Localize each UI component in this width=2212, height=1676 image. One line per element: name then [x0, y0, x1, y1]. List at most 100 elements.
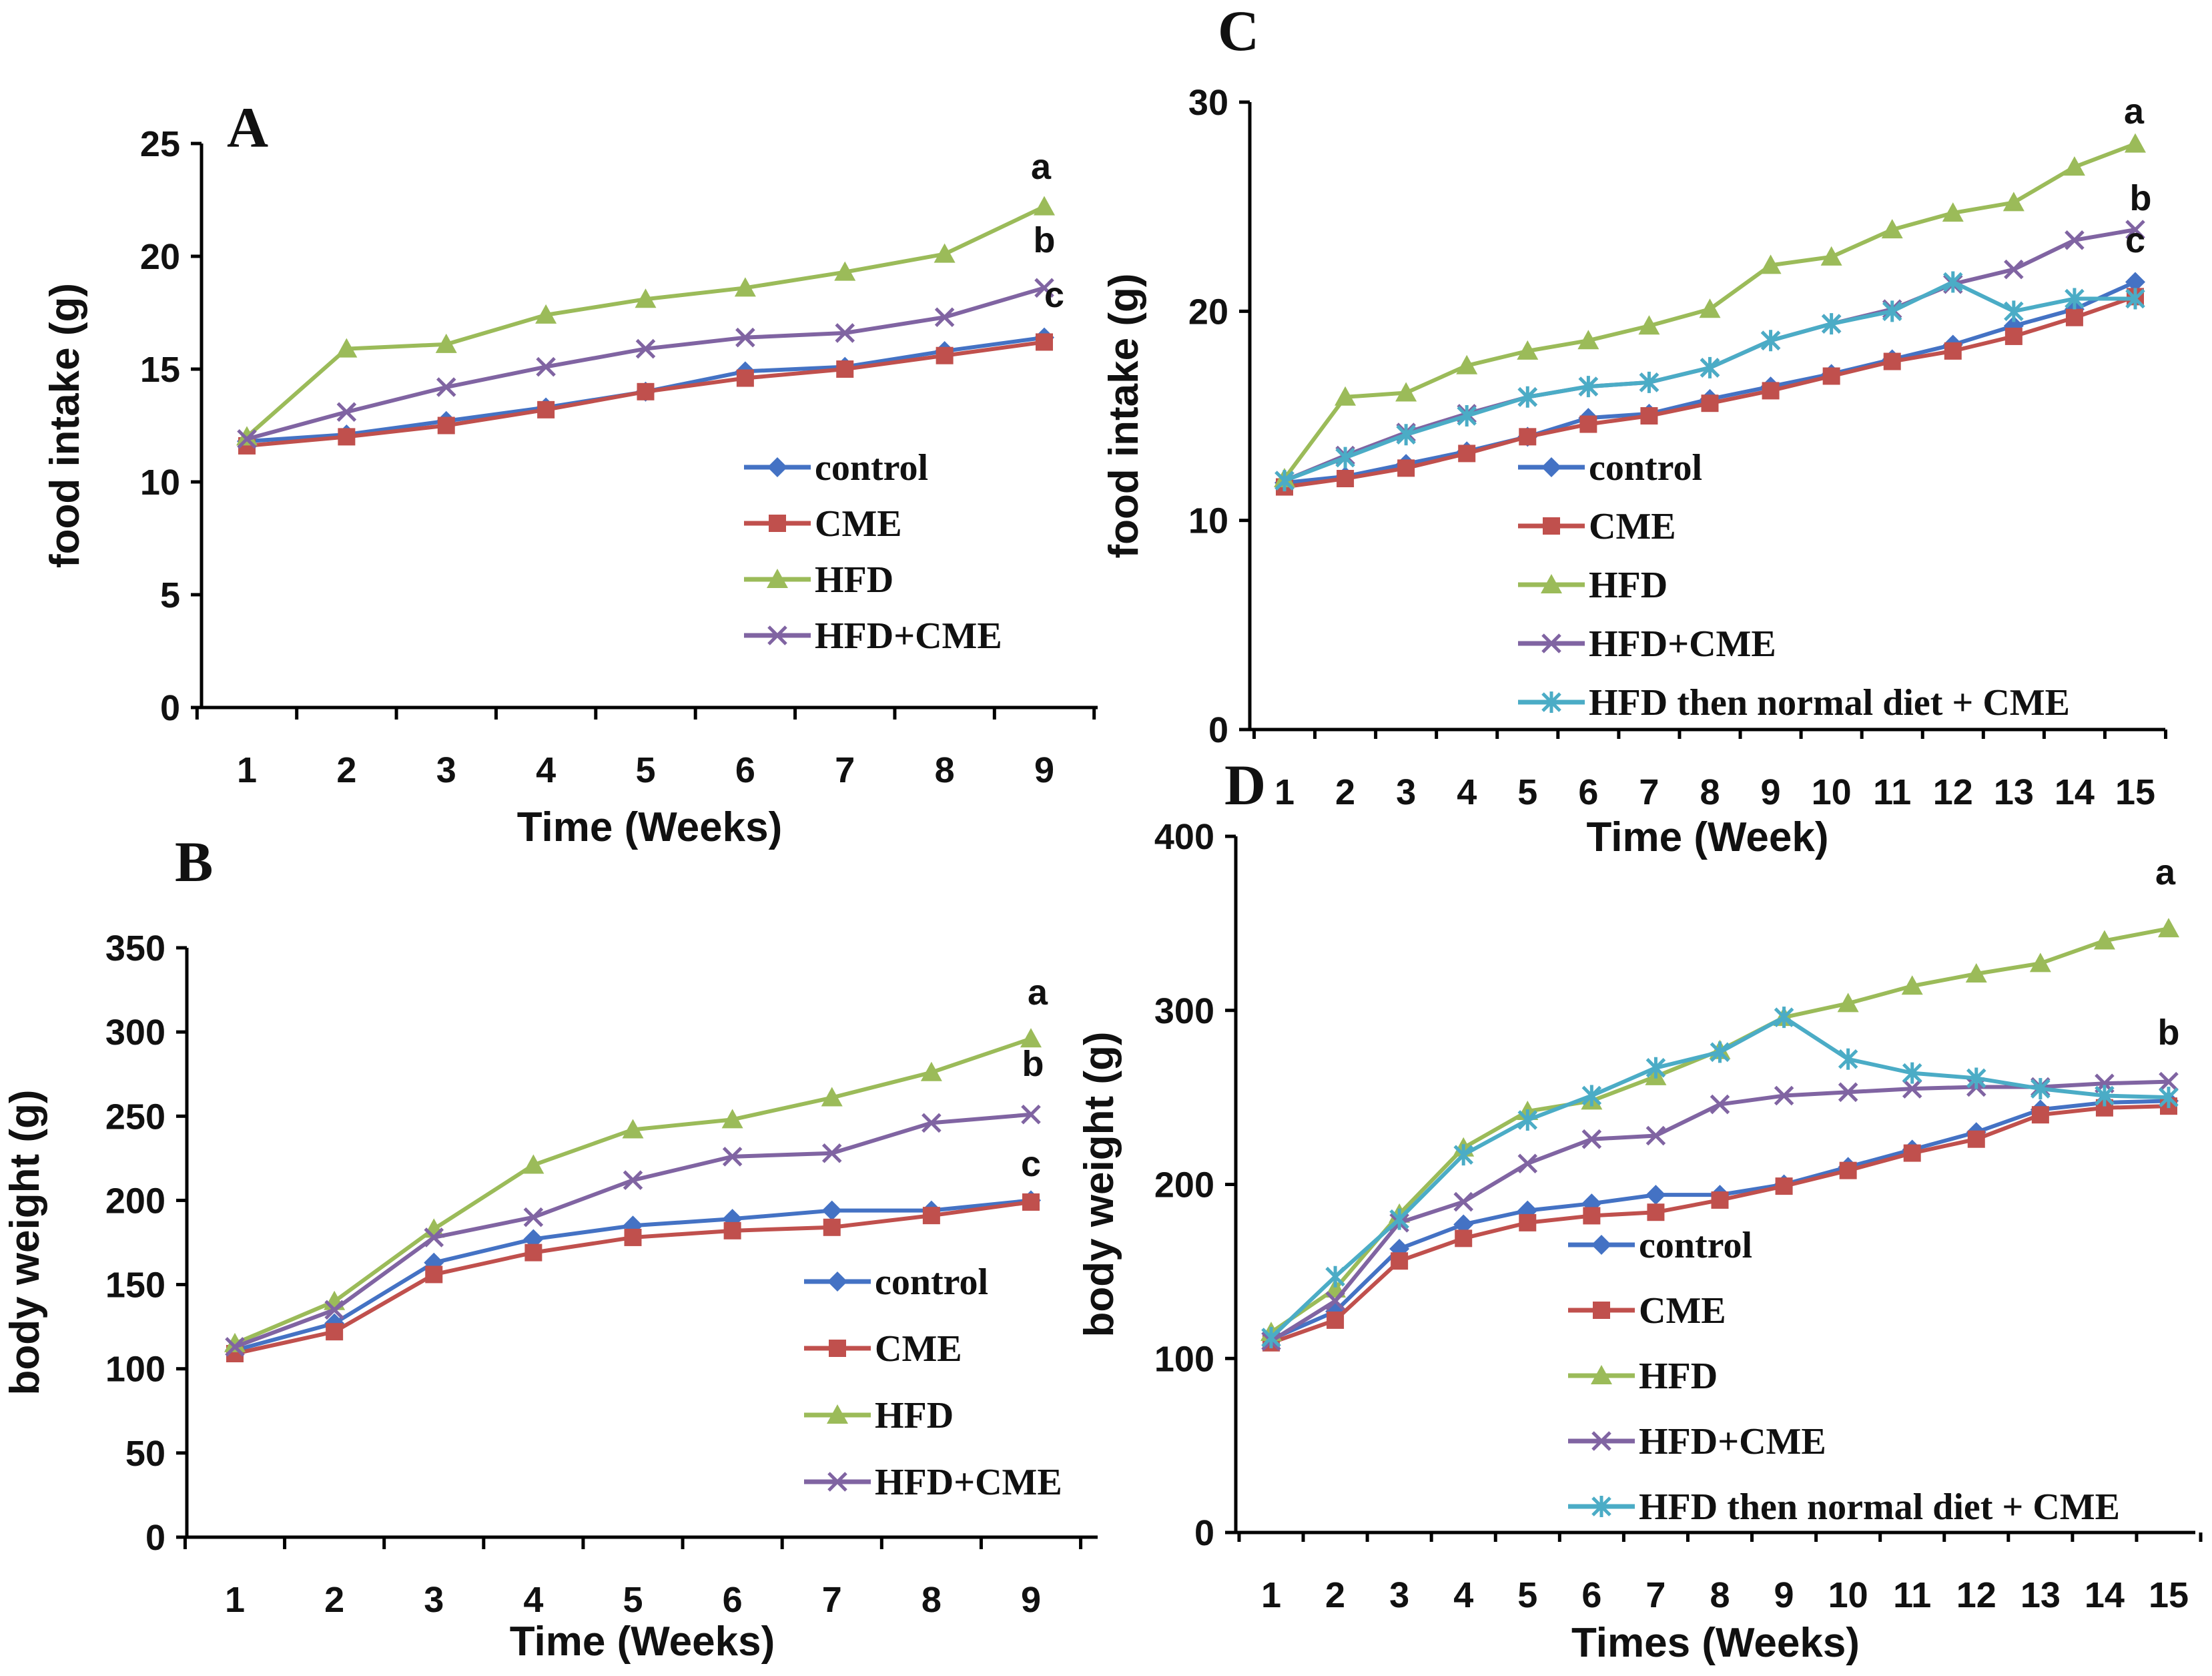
data-point: [2159, 1087, 2179, 1109]
data-point: [435, 333, 457, 353]
data-point: [1967, 1130, 1985, 1148]
data-point: [436, 377, 456, 397]
legend-label: HFD+CME: [1639, 1421, 1826, 1462]
data-point: [1034, 196, 1055, 216]
legend-item: control: [744, 447, 928, 489]
y-tick-label: 30: [1188, 83, 1228, 123]
x-tick-label: 8: [1710, 1575, 1730, 1615]
x-tick-label: 14: [2055, 772, 2095, 812]
data-point: [1901, 975, 1923, 995]
data-point: [920, 1061, 942, 1081]
data-point: [1881, 219, 1903, 239]
data-point: [635, 288, 657, 308]
x-tick-label: 6: [735, 750, 755, 790]
legend-swatch-marker: [829, 1340, 846, 1357]
x-axis-title: Time (Weeks): [517, 804, 782, 850]
data-point: [424, 1227, 444, 1247]
y-tick-label: 100: [105, 1350, 165, 1390]
legend-swatch-marker: [1591, 1431, 1611, 1451]
legend-label: HFD: [815, 559, 893, 601]
y-tick-label: 300: [1154, 991, 1214, 1031]
legend-label: control: [815, 447, 928, 489]
data-point: [1821, 313, 1842, 335]
legend-item: CME: [804, 1328, 962, 1370]
data-point: [934, 243, 956, 263]
x-tick-label: 3: [1389, 1575, 1409, 1615]
series-cme: [226, 1193, 1040, 1363]
data-point: [2031, 1106, 2049, 1124]
data-point: [623, 1170, 643, 1190]
chart-panel-a: 0 5 10 15 20 25 1 2 3 4 5 6 7 8 9 Time (Weeks) food inta…: [42, 95, 1098, 850]
series-hfd: [224, 1028, 1042, 1352]
data-point: [336, 402, 357, 422]
data-point: [1034, 278, 1054, 298]
significance-letter: a: [1028, 972, 1048, 1013]
panel-label: B: [175, 830, 213, 894]
legend-label: CME: [1589, 506, 1676, 547]
legend-swatch-marker: [1591, 1365, 1612, 1384]
data-point: [2004, 327, 2022, 345]
data-point: [1639, 371, 1660, 393]
data-point: [1036, 333, 1053, 351]
data-point: [1579, 415, 1597, 433]
data-point: [2159, 1071, 2179, 1092]
series-hfdcme: [237, 278, 1054, 449]
x-tick-label: 8: [921, 1580, 942, 1620]
significance-letter: c: [1044, 275, 1064, 315]
legend-label: CME: [1639, 1290, 1726, 1332]
x-tick-label: 1: [1274, 772, 1295, 812]
data-point: [1822, 367, 1840, 385]
x-tick-label: 15: [2149, 1575, 2189, 1615]
legend: control CME HFD HFD+CME: [804, 1262, 1062, 1503]
data-point: [1943, 271, 1963, 293]
y-axis-title: food intake (g): [42, 283, 88, 568]
series-hfd: [236, 196, 1055, 446]
data-point: [1335, 447, 1355, 469]
data-point: [1710, 1041, 1730, 1063]
x-tick-label: 6: [1581, 1575, 1601, 1615]
legend-item: control: [1568, 1225, 1752, 1266]
x-tick-label: 11: [1893, 1575, 1931, 1615]
x-tick-label: 1: [237, 750, 257, 790]
legend-swatch-marker: [767, 457, 787, 477]
legend-label: HFD+CME: [875, 1462, 1062, 1503]
significance-letter: b: [1034, 220, 1056, 260]
y-tick-label: 250: [105, 1097, 165, 1137]
legend: control CME HFD HFD+CME: [744, 447, 1002, 657]
data-point: [936, 346, 954, 364]
legend-label: HFD+CME: [815, 615, 1002, 657]
data-point: [336, 338, 358, 358]
data-point: [2002, 192, 2024, 212]
data-point: [1700, 356, 1720, 378]
data-point: [624, 1228, 642, 1246]
legend-swatch-marker: [827, 1272, 847, 1292]
data-point: [1966, 1067, 1986, 1089]
legend-item: control: [1518, 447, 1702, 489]
data-point: [1517, 1153, 1538, 1173]
data-point: [1577, 330, 1599, 350]
legend-item: HFD then normal diet + CME: [1518, 682, 2070, 724]
significance-letter: b: [2130, 178, 2152, 218]
data-point: [1458, 445, 1476, 463]
x-axis-title: Times (Weeks): [1571, 1620, 1860, 1666]
y-tick-label: 100: [1154, 1339, 1214, 1379]
x-tick-label: 11: [1873, 772, 1911, 812]
data-point: [1261, 1326, 1281, 1348]
series-line: [246, 286, 1045, 441]
y-tick-label: 300: [105, 1013, 165, 1053]
data-point: [425, 1266, 443, 1284]
legend-swatch-marker: [1593, 1302, 1610, 1319]
panel-label: A: [227, 95, 268, 160]
data-point: [1453, 1191, 1473, 1212]
x-axis-title: Time (Week): [1587, 814, 1829, 860]
data-point: [2004, 259, 2024, 280]
y-tick-label: 400: [1154, 817, 1214, 857]
x-tick-label: 4: [536, 750, 556, 790]
x-tick-label: 3: [436, 750, 456, 790]
x-tick-label: 9: [1021, 1580, 1041, 1620]
significance-letter: a: [1031, 147, 1052, 187]
data-point: [721, 1109, 743, 1129]
x-tick-label: 3: [1396, 772, 1416, 812]
legend-item: CME: [1518, 506, 1676, 547]
x-tick-label: 1: [1261, 1575, 1281, 1615]
